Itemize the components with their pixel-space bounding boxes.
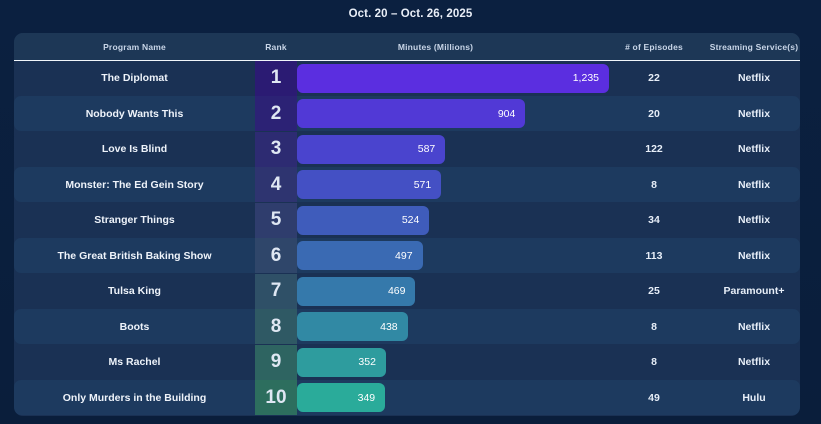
column-header-program-name: Program Name <box>103 41 166 52</box>
minutes-value-label: 438 <box>380 320 398 333</box>
table-body: The Diplomat 1 1,235 22 Netflix Nobody Wants … <box>14 61 800 416</box>
cell-rank-badge: 10 <box>255 380 297 416</box>
cell-episodes: 34 <box>648 214 660 227</box>
cell-rank-badge: 3 <box>255 131 297 167</box>
minutes-value-label: 352 <box>358 356 376 369</box>
cell-streaming-service: Netflix <box>737 214 771 227</box>
table-row[interactable]: The Diplomat 1 1,235 22 Netflix <box>14 61 800 96</box>
column-header-minutes: Minutes (Millions) <box>397 41 474 52</box>
minutes-bar: 497 <box>297 241 423 271</box>
minutes-value-label: 524 <box>401 214 420 227</box>
cell-minutes-bar-zone: 904 <box>297 96 800 131</box>
table-row[interactable]: Tulsa King 7 469 25 Paramount+ <box>14 273 800 309</box>
cell-minutes-bar-zone: 352 <box>297 345 800 380</box>
cell-minutes-bar-zone: 469 <box>297 274 800 309</box>
cell-episodes: 20 <box>648 107 660 120</box>
cell-streaming-service: Hulu <box>742 391 766 404</box>
minutes-value-label: 587 <box>417 143 436 156</box>
minutes-bar: 469 <box>297 276 416 306</box>
cell-episodes: 25 <box>648 285 660 298</box>
cell-episodes: 22 <box>648 72 660 85</box>
cell-program-name: Stranger Things <box>94 214 175 227</box>
cell-program-name: Nobody Wants This <box>85 107 184 120</box>
cell-streaming-service: Netflix <box>737 72 771 85</box>
minutes-bar: 349 <box>297 383 386 413</box>
cell-streaming-service: Netflix <box>737 356 771 369</box>
minutes-value-label: 904 <box>497 107 516 120</box>
cell-episodes: 8 <box>651 178 657 191</box>
cell-minutes-bar-zone: 497 <box>297 238 800 273</box>
cell-streaming-service: Paramount+ <box>723 285 785 298</box>
column-header-rank: Rank <box>265 41 287 52</box>
minutes-value-label: 349 <box>357 391 376 404</box>
minutes-bar: 571 <box>297 170 442 200</box>
cell-streaming-service: Netflix <box>737 249 771 262</box>
cell-rank-badge: 2 <box>255 96 297 132</box>
cell-program-name: Only Murders in the Building <box>62 391 207 404</box>
cell-program-name: Tulsa King <box>108 285 161 298</box>
cell-minutes-bar-zone: 438 <box>297 309 800 344</box>
minutes-value-label: 571 <box>413 178 432 191</box>
cell-program-name: Ms Rachel <box>108 356 161 369</box>
minutes-bar: 904 <box>297 99 526 129</box>
cell-minutes-bar-zone: 349 <box>297 380 800 415</box>
table-header-row: Program Name Rank Minutes (Millions) # o… <box>14 33 800 61</box>
cell-rank-badge: 9 <box>255 344 297 380</box>
cell-minutes-bar-zone: 1,235 <box>297 61 800 96</box>
cell-rank-badge: 7 <box>255 273 297 309</box>
cell-streaming-service: Netflix <box>737 107 771 120</box>
cell-rank-badge: 8 <box>255 309 297 345</box>
column-header-streaming-service: Streaming Service(s) <box>709 41 799 52</box>
cell-rank-badge: 1 <box>255 61 297 96</box>
table-row[interactable]: Only Murders in the Building 10 349 49 Hulu <box>14 380 800 416</box>
table-row[interactable]: The Great British Baking Show 6 497 113 Netf… <box>14 238 800 274</box>
minutes-value-label: 1,235 <box>572 72 599 85</box>
cell-episodes: 49 <box>648 391 660 404</box>
ranking-table: Program Name Rank Minutes (Millions) # o… <box>14 33 800 416</box>
cell-rank-badge: 5 <box>255 202 297 238</box>
table-row[interactable]: Ms Rachel 9 352 8 Netflix <box>14 344 800 380</box>
page-title: Oct. 20 – Oct. 26, 2025 <box>348 8 473 20</box>
minutes-value-label: 469 <box>387 285 406 298</box>
cell-streaming-service: Netflix <box>737 178 771 191</box>
cell-minutes-bar-zone: 571 <box>297 167 800 202</box>
cell-program-name: Love Is Blind <box>101 143 168 156</box>
cell-streaming-service: Netflix <box>737 320 771 333</box>
minutes-bar: 352 <box>297 347 386 377</box>
minutes-bar: 438 <box>297 312 408 342</box>
cell-episodes: 122 <box>645 143 663 156</box>
minutes-bar: 524 <box>297 205 430 235</box>
cell-program-name: The Great British Baking Show <box>57 249 212 262</box>
cell-rank-badge: 6 <box>255 238 297 274</box>
table-row[interactable]: Stranger Things 5 524 34 Netflix <box>14 202 800 238</box>
table-row[interactable]: Nobody Wants This 2 904 20 Netflix <box>14 96 800 132</box>
cell-streaming-service: Netflix <box>737 143 771 156</box>
cell-program-name: Monster: The Ed Gein Story <box>65 178 204 191</box>
column-header-episodes: # of Episodes <box>625 41 683 52</box>
table-row[interactable]: Monster: The Ed Gein Story 4 571 8 Netflix <box>14 167 800 203</box>
cell-minutes-bar-zone: 524 <box>297 203 800 238</box>
cell-rank-badge: 4 <box>255 167 297 203</box>
cell-episodes: 8 <box>651 320 657 333</box>
minutes-value-label: 497 <box>395 249 413 262</box>
cell-episodes: 113 <box>645 249 663 262</box>
cell-program-name: The Diplomat <box>101 72 168 85</box>
cell-program-name: Boots <box>119 320 150 333</box>
cell-episodes: 8 <box>651 356 657 369</box>
minutes-bar: 1,235 <box>297 64 609 93</box>
table-row[interactable]: Love Is Blind 3 587 122 Netflix <box>14 131 800 167</box>
minutes-bar: 587 <box>297 134 446 164</box>
cell-minutes-bar-zone: 587 <box>297 132 800 167</box>
table-row[interactable]: Boots 8 438 8 Netflix <box>14 309 800 345</box>
